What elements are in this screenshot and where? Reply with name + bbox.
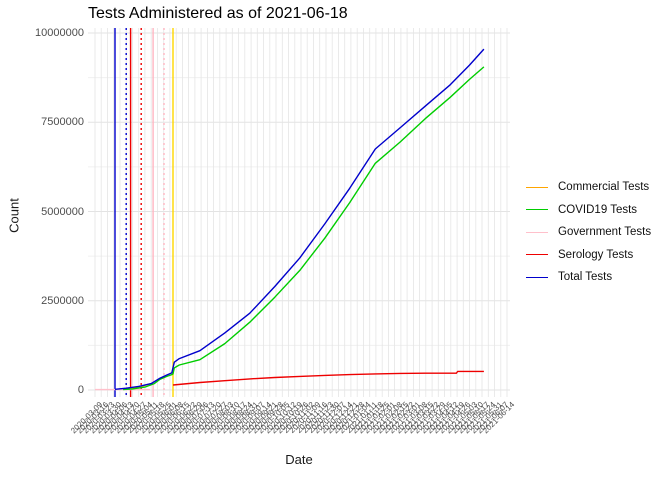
legend-item: Total Tests — [526, 266, 651, 289]
legend-key-line — [526, 186, 548, 188]
series-line-total-tests — [114, 48, 485, 390]
legend-item: Serology Tests — [526, 244, 651, 267]
legend-item-label: COVID19 Tests — [558, 203, 638, 216]
y-tick-label: 7500000 — [41, 116, 84, 129]
legend-item-label: Serology Tests — [558, 248, 634, 261]
y-tick-label: 0 — [77, 384, 84, 396]
legend-key-line — [526, 254, 548, 256]
series-line-serology-tests — [172, 370, 484, 386]
legend-key-line — [526, 276, 548, 278]
x-axis-title: Date — [285, 452, 313, 467]
legend-key-line — [526, 231, 548, 233]
chart-title: Tests Administered as of 2021-06-18 — [88, 5, 348, 22]
y-tick-label: 2500000 — [41, 294, 84, 307]
y-tick-label: 5000000 — [41, 205, 84, 218]
legend-item: COVID19 Tests — [526, 199, 651, 222]
legend-item-label: Commercial Tests — [558, 181, 650, 194]
legend: Commercial Tests COVID19 Tests Government … — [526, 176, 651, 289]
legend-item-label: Total Tests — [558, 271, 613, 284]
legend-item: Commercial Tests — [526, 176, 651, 199]
legend-item: Government Tests — [526, 221, 651, 244]
series-line-covid19-tests — [123, 66, 485, 391]
legend-item-label: Government Tests — [558, 226, 652, 239]
y-tick-label: 10000000 — [35, 27, 84, 39]
legend-key-line — [526, 209, 548, 211]
